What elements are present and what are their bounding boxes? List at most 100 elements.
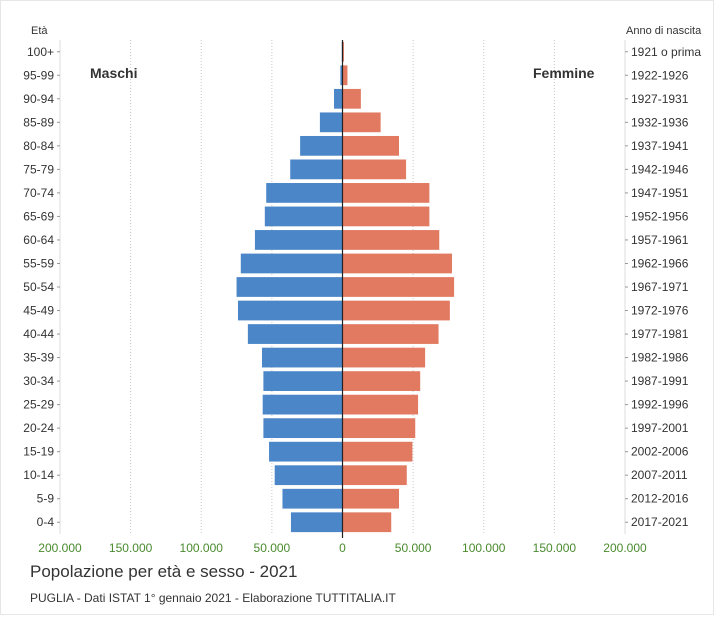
bar-male [240,253,343,274]
bar-male [264,206,343,227]
axis-layer: 200.000 150.000 100.000 50.000 0 50.000 100.00… [23,40,701,555]
bar-female [342,441,413,462]
birth-year-label: 1942-1946 [631,162,689,176]
bar-male [334,88,343,109]
age-label: 90-94 [23,92,54,106]
age-label: 55-59 [23,256,54,270]
bar-female [342,347,426,368]
age-label: 50-54 [23,280,54,294]
bar-male [274,465,343,486]
age-label: 65-69 [23,209,54,223]
x-tick-label: 100.000 [180,541,224,555]
age-label: 15-19 [23,445,54,459]
female-label: Femmine [533,65,595,81]
birth-year-label: 1947-1951 [631,186,689,200]
bar-female [342,512,392,533]
bar-male [237,300,343,321]
age-label: 60-64 [23,233,54,247]
birth-year-label: 1957-1961 [631,233,689,247]
x-tick-label: 100.000 [462,541,506,555]
age-label: 20-24 [23,421,54,435]
bar-female [342,253,452,274]
age-label: 5-9 [37,492,55,506]
birth-year-label: 1997-2001 [631,421,689,435]
x-tick-label: 50.000 [395,541,432,555]
bar-male [290,159,343,180]
bar-female [342,300,450,321]
right-axis-title: Anno di nascita [626,25,702,37]
bar-male [262,394,343,415]
bar-female [342,394,419,415]
age-label: 85-89 [23,115,54,129]
bar-female [342,159,407,180]
age-label: 35-39 [23,351,54,365]
age-label: 0-4 [37,515,55,529]
x-tick-label: 150.000 [109,541,153,555]
bar-female [342,41,344,62]
birth-year-label: 2017-2021 [631,515,689,529]
birth-year-label: 2002-2006 [631,445,689,459]
birth-year-label: 2012-2016 [631,492,689,506]
age-label: 10-14 [23,468,54,482]
bar-male [319,112,343,133]
birth-year-label: 1921 o prima [631,45,701,59]
x-tick-label: 200.000 [603,541,647,555]
bar-female [342,277,455,297]
bar-female [342,183,430,203]
birth-year-label: 1922-1926 [631,68,689,82]
bar-female [342,465,407,486]
bar-female [342,418,416,439]
bar-male [254,230,343,250]
bar-female [342,112,381,133]
bar-female [342,135,399,156]
bar-male [263,371,343,391]
bar-male [266,183,343,203]
birth-year-label: 1962-1966 [631,256,689,270]
bar-female [342,88,361,109]
birth-year-label: 1967-1971 [631,280,689,294]
bar-female [342,206,430,227]
birth-year-label: 1977-1981 [631,327,689,341]
bar-male [282,488,343,509]
age-label: 45-49 [23,304,54,318]
age-label: 25-29 [23,398,54,412]
bar-male [269,441,343,462]
birth-year-label: 1972-1976 [631,304,689,318]
chart-source: PUGLIA - Dati ISTAT 1° gennaio 2021 - El… [30,591,396,605]
x-tick-label: 50.000 [254,541,291,555]
age-label: 100+ [27,45,54,59]
age-label: 75-79 [23,162,54,176]
bar-male [290,512,343,533]
left-axis-title: Età [31,25,48,37]
bar-female [342,65,348,86]
chart-title: Popolazione per età e sesso - 2021 [30,562,298,581]
birth-year-label: 1987-1991 [631,374,689,388]
bar-male [261,347,343,368]
birth-year-label: 1927-1931 [631,92,689,106]
bars-layer [236,41,455,533]
bar-male [300,135,343,156]
age-label: 95-99 [23,68,54,82]
bar-female [342,488,399,509]
bar-male [236,277,343,297]
birth-year-label: 1952-1956 [631,209,689,223]
x-tick-label: 200.000 [38,541,82,555]
bar-female [342,324,439,344]
birth-year-label: 1932-1936 [631,115,689,129]
bar-male [247,324,343,344]
age-label: 70-74 [23,186,54,200]
bar-female [342,371,421,391]
age-label: 40-44 [23,327,54,341]
bar-male [263,418,343,439]
birth-year-label: 1992-1996 [631,398,689,412]
x-tick-label: 0 [339,541,346,555]
x-tick-label: 150.000 [533,541,577,555]
birth-year-label: 2007-2011 [631,468,688,482]
bar-male [340,65,343,86]
male-label: Maschi [90,65,137,81]
birth-year-label: 1937-1941 [631,139,689,153]
bar-female [342,230,440,250]
age-label: 30-34 [23,374,54,388]
